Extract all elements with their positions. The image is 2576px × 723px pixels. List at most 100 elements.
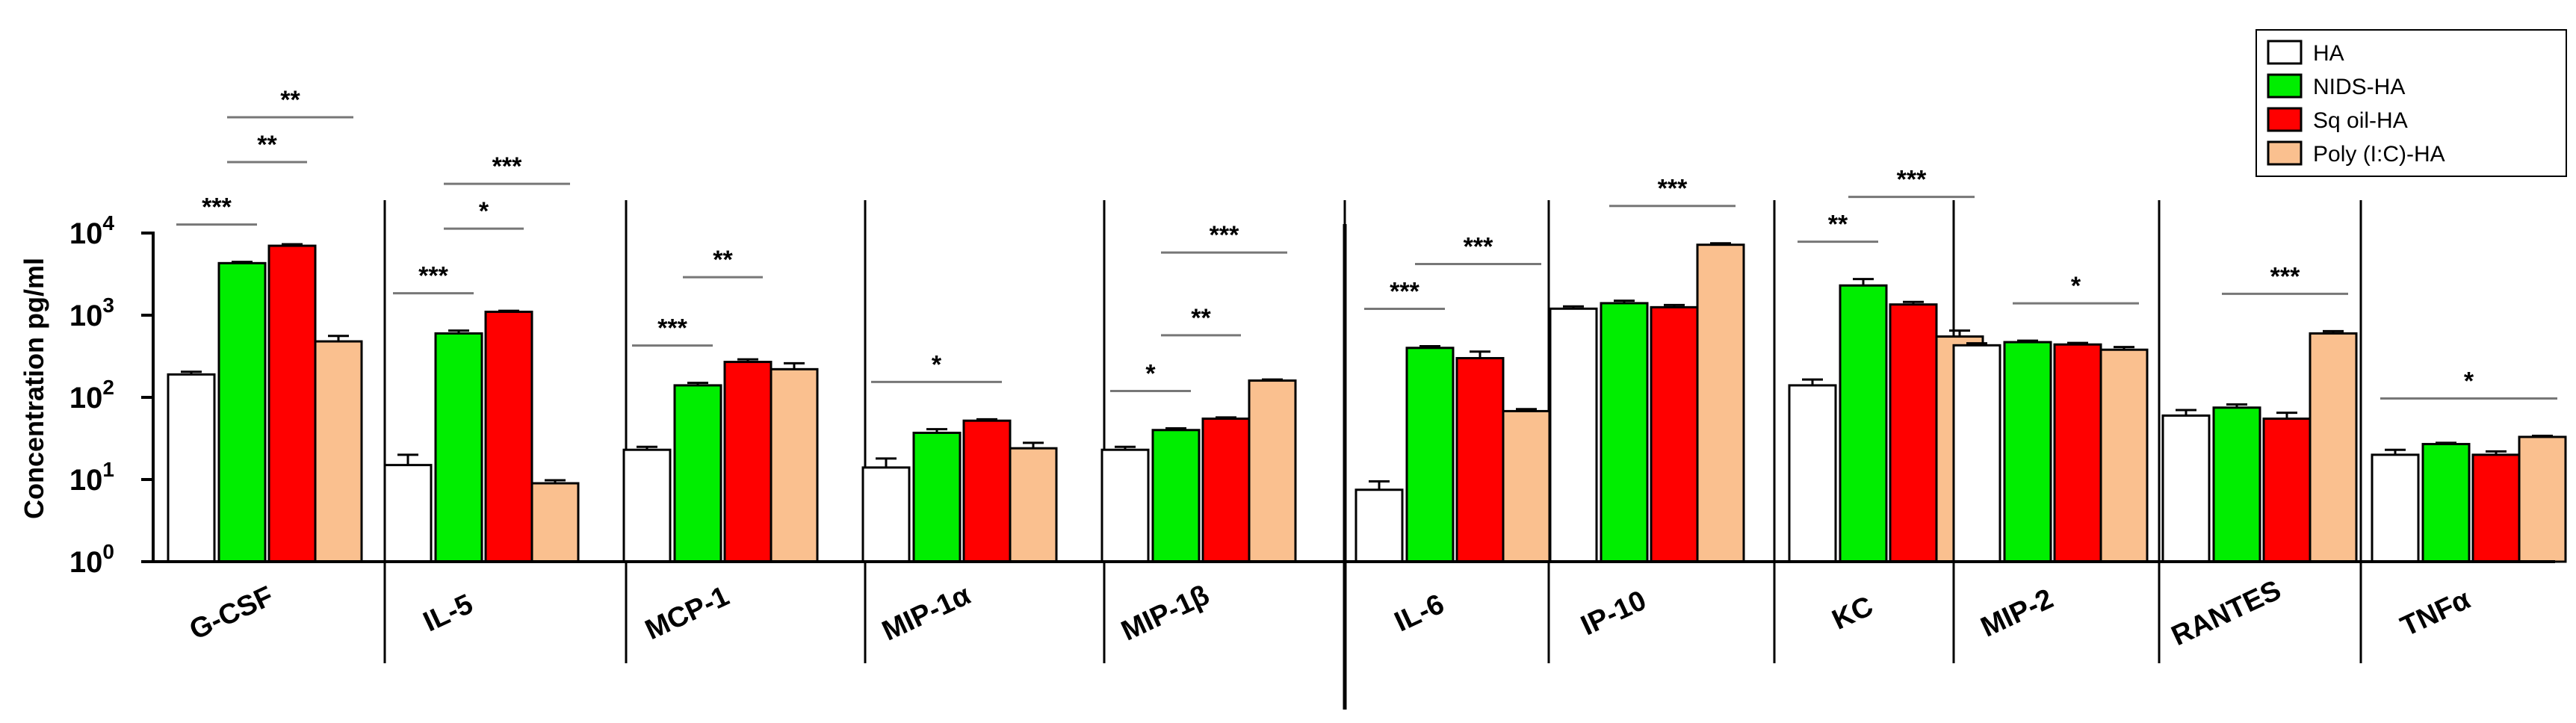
bar-il-6-2 [1455,357,1505,563]
legend-swatch [2267,107,2303,132]
bar-mcp-1-3 [770,367,819,563]
bar-il-6-0 [1354,488,1404,563]
significance-label: *** [418,262,448,291]
y-axis-label: Concentration pg/ml [19,258,49,519]
significance-label: *** [492,152,522,181]
significance-label: * [2071,272,2081,300]
bar-mip-2-0 [1952,344,2001,563]
bar-mip-1--0 [861,466,911,563]
bar-mip-1--0 [1100,448,1150,563]
significance-label: * [479,197,489,226]
bar-g-csf-2 [267,244,317,563]
significance-label: *** [1897,166,1927,194]
bar-il-5-0 [383,464,433,563]
legend-label: HA [2313,41,2344,66]
x-tick-label: MIP-1β [1117,580,1215,648]
significance-label: * [2464,367,2474,396]
y-tick-label: 102 [69,376,114,415]
legend-swatch [2267,140,2303,166]
bar-il-5-1 [434,332,483,563]
x-tick-label: G-CSF [185,580,278,646]
significance-label: ** [713,246,733,274]
y-tick-label: 101 [69,458,114,497]
y-tick-label: 104 [69,211,115,250]
bar-mip-1--1 [912,431,962,563]
significance-label: ** [280,86,300,114]
y-tick-label: 100 [69,540,114,579]
bar-il-5-3 [530,482,580,563]
y-tick-exponent: 4 [102,211,114,235]
bar-g-csf-0 [167,373,216,563]
y-tick-label: 103 [69,294,114,332]
bar-il-6-1 [1405,347,1455,563]
significance-label: ** [1828,211,1848,239]
bar-g-csf-3 [314,340,363,563]
bar-mcp-1-2 [723,361,773,563]
x-tick-label: IP-10 [1576,585,1651,642]
significance-label: *** [1464,232,1493,261]
bar-kc-1 [1839,284,1888,563]
bar-mip-2-3 [2099,348,2149,563]
bar-ip-10-3 [1696,243,1745,563]
bars [167,243,2567,563]
bar-tnf--3 [2518,435,2567,563]
significance-label: ** [257,131,277,159]
y-tick-exponent: 1 [102,458,114,481]
legend-label: Sq oil-HA [2313,108,2408,133]
legend-swatch [2267,73,2303,99]
legend-frame [2255,29,2567,177]
bar-mip-1--2 [1201,418,1251,563]
bar-mip-2-2 [2053,343,2102,563]
bar-rantes-3 [2309,332,2358,563]
significance-label: *** [1210,221,1239,249]
x-tick-label: MIP-2 [1976,583,2058,644]
bar-ip-10-0 [1549,307,1598,563]
bar-ip-10-1 [1600,302,1649,563]
bar-il-6-3 [1502,409,1551,563]
bar-mip-1--3 [1248,379,1297,563]
significance-label: ** [1191,304,1211,332]
bar-ip-10-2 [1650,305,1699,563]
bar-mip-2-1 [2003,341,2052,563]
bar-kc-2 [1889,303,1938,563]
x-tick-label: MIP-1α [878,580,976,648]
bar-mcp-1-0 [622,448,672,563]
x-tick-label: IL-5 [418,589,477,639]
y-tick-exponent: 0 [102,540,114,563]
y-tick-exponent: 3 [102,294,114,317]
x-tick-labels: G-CSF IL-5 MCP-1 MIP-1α MIP-1β IL-6 IP-10 KC MIP… [185,574,2474,652]
x-tick-label: IL-6 [1390,589,1449,639]
error-bars [181,242,2553,490]
bar-tnf--1 [2421,443,2471,563]
significance-label: *** [202,193,232,222]
y-tick-exponent: 2 [102,376,114,399]
x-tick-label: RANTES [2167,574,2285,652]
legend-label: NIDS-HA [2313,75,2405,99]
x-tick-label: TNFα [2396,584,2475,643]
bar-tnf--0 [2371,453,2420,563]
bar-kc-0 [1788,384,1837,563]
x-tick-label: MCP-1 [640,580,734,646]
bar-tnf--2 [2471,453,2521,563]
bar-rantes-2 [2262,418,2312,563]
x-tick-label: KC [1827,590,1877,636]
bar-mip-1--2 [962,419,1012,563]
significance-label: *** [1390,277,1419,305]
bar-mip-1--1 [1151,429,1201,563]
significance-label: *** [2270,262,2300,291]
bar-mcp-1-1 [673,384,722,563]
significance-label: * [932,350,942,379]
bar-rantes-0 [2161,414,2211,563]
bar-il-5-2 [484,310,533,563]
significance-label: *** [657,314,687,343]
bar-g-csf-1 [217,261,267,563]
legend-label: Poly (I:C)-HA [2313,142,2445,167]
significance-label: *** [1658,175,1688,203]
significance-brackets: ******************** ********************… [176,86,2557,400]
bar-rantes-1 [2212,406,2261,563]
legend-swatch [2267,40,2303,65]
bar-mip-1--3 [1009,447,1058,563]
legend: HA NIDS-HA Sq oil-HA Poly (I:C)-HA [2255,29,2567,177]
